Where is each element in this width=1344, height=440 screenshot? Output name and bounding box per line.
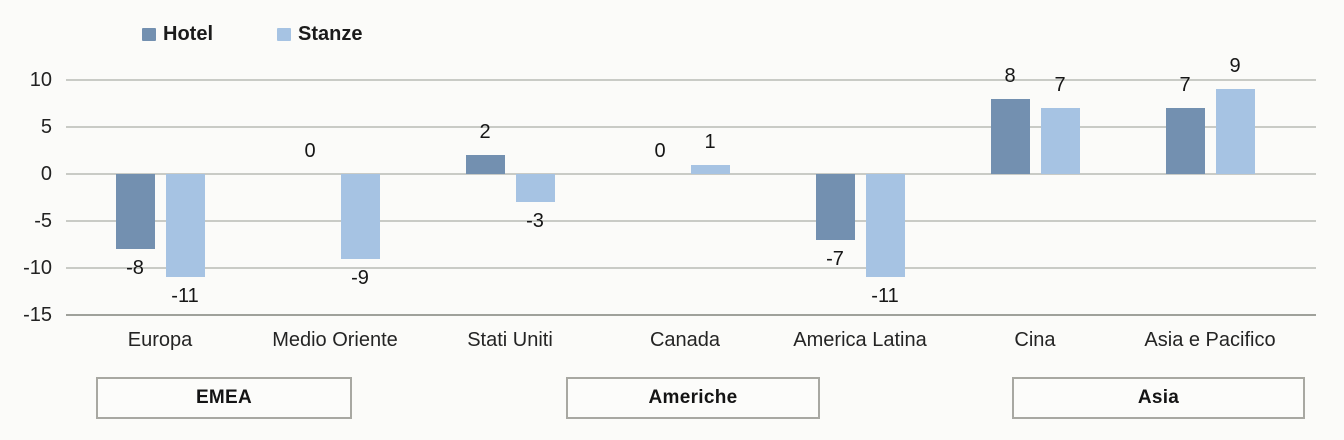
bar-stanze-cina [1040, 108, 1080, 174]
gridline-5 [66, 126, 1316, 128]
value-label-stanze-stati-uniti: -3 [526, 210, 544, 233]
value-label-hotel-stati-uniti: 2 [479, 121, 491, 144]
ytick-label-10: 10 [29, 69, 52, 91]
group-label-americhe: Americhe [648, 387, 738, 408]
category-label-europa: Europa [127, 329, 193, 351]
bar-hotel-europa [115, 174, 155, 250]
group-label-asia: Asia [1137, 387, 1180, 408]
value-label-hotel-cina: 8 [1004, 64, 1016, 87]
category-label-stati-uniti: Stati Uniti [467, 329, 553, 351]
ytick-label--5: -5 [34, 210, 52, 232]
value-label-stanze-europa: -11 [171, 285, 199, 308]
bar-stanze-canada [690, 164, 730, 174]
bar-hotel-stati-uniti [465, 155, 505, 174]
value-label-hotel-medio-oriente: 0 [304, 140, 316, 162]
value-label-hotel-canada: 0 [654, 140, 666, 162]
bar-stanze-medio-oriente [340, 174, 380, 259]
category-label-cina: Cina [1014, 329, 1056, 351]
value-label-stanze-cina: 7 [1054, 74, 1066, 97]
category-label-canada: Canada [649, 329, 721, 351]
ytick-label--15: -15 [23, 304, 52, 326]
bar-stanze-america-latina [865, 174, 905, 278]
ytick-label--10: -10 [23, 257, 52, 279]
legend-label-stanze: Stanze [298, 23, 363, 45]
category-label-medio-oriente: Medio Oriente [272, 329, 398, 351]
group-label-emea: EMEA [195, 387, 253, 408]
gridline-10 [66, 79, 1316, 81]
value-label-stanze-asia-e-pacifico: 9 [1229, 55, 1241, 78]
group-box-asia: Asia [1012, 377, 1305, 419]
value-label-stanze-canada: 1 [704, 130, 716, 153]
category-label-america-latina: America Latina [793, 329, 927, 351]
bar-stanze-europa [165, 174, 205, 278]
value-label-stanze-medio-oriente: -9 [351, 266, 369, 289]
legend-item-stanze: Stanze [277, 22, 362, 46]
bar-hotel-asia-e-pacifico [1165, 108, 1205, 174]
category-label-asia-e-pacifico: Asia e Pacifico [1144, 329, 1276, 351]
value-label-stanze-america-latina: -11 [871, 285, 899, 308]
legend-item-hotel: Hotel [142, 22, 213, 46]
value-label-hotel-asia-e-pacifico: 7 [1179, 74, 1191, 97]
gridline-0 [66, 173, 1316, 175]
ytick-label-0: 0 [40, 163, 52, 185]
legend-label-hotel: Hotel [163, 23, 213, 45]
gridline--5 [66, 220, 1316, 222]
value-label-hotel-america-latina: -7 [826, 247, 844, 270]
value-label-hotel-europa: -8 [126, 257, 144, 280]
bar-stanze-asia-e-pacifico [1215, 89, 1255, 174]
bar-hotel-america-latina [815, 174, 855, 240]
group-box-americhe: Americhe [566, 377, 820, 419]
bar-hotel-cina [990, 98, 1030, 174]
legend-swatch-stanze-icon [277, 27, 291, 41]
ytick-label-5: 5 [40, 116, 52, 138]
bar-stanze-stati-uniti [515, 174, 555, 203]
group-box-emea: EMEA [96, 377, 352, 419]
gridline--10 [66, 267, 1316, 269]
gridline--15 [66, 314, 1316, 316]
legend-swatch-hotel-icon [142, 27, 156, 41]
